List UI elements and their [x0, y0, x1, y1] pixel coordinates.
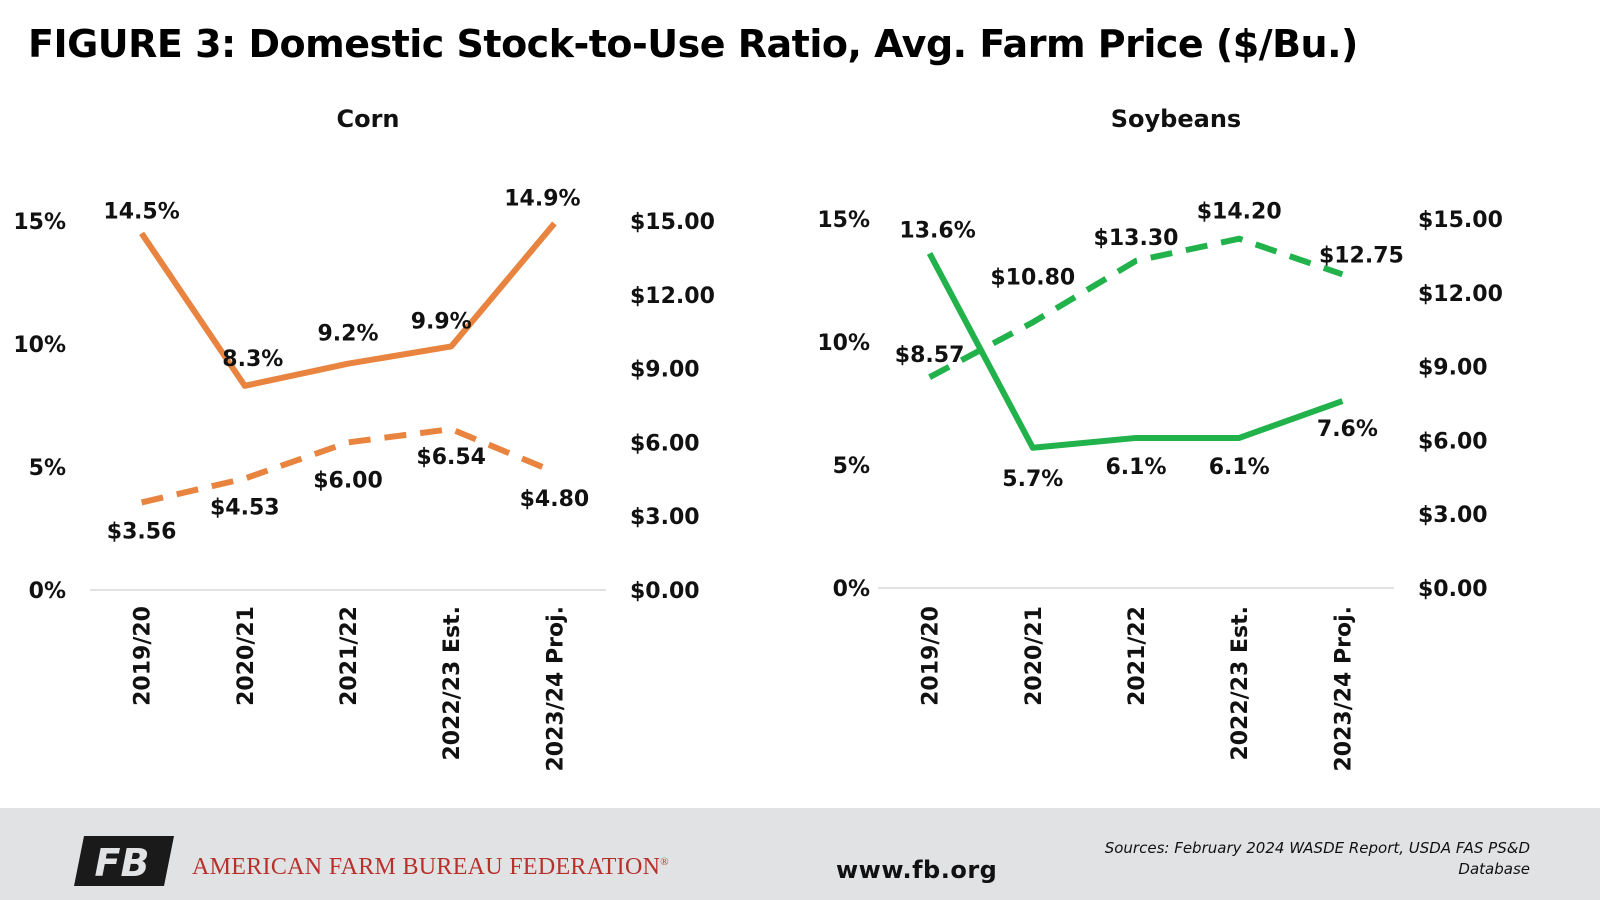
corn-category-label: 2020/21 — [234, 606, 259, 706]
corn-left-tick-label: 5% — [29, 456, 66, 481]
soybeans-left-tick-label: 15% — [817, 208, 870, 233]
corn-right-tick-label: $6.00 — [630, 431, 700, 456]
soybeans-left-tick-label: 5% — [833, 454, 870, 479]
corn-category-label: 2019/20 — [131, 606, 156, 706]
website-link[interactable]: www.fb.org — [836, 856, 998, 884]
soybeans-right-tick-label: $3.00 — [1418, 503, 1488, 528]
corn-price-data-label: $4.80 — [520, 487, 590, 512]
corn-price-data-label: $6.00 — [313, 468, 383, 493]
corn-left-tick-label: 0% — [29, 579, 66, 604]
organization-name: AMERICAN FARM BUREAU FEDERATION® — [192, 854, 669, 881]
soybeans-right-tick-label: $6.00 — [1418, 429, 1488, 454]
soybeans-stock-to-use-data-label: 7.6% — [1317, 417, 1378, 442]
soybeans-right-tick-label: $0.00 — [1418, 577, 1488, 602]
soybeans-price-line — [928, 235, 1344, 380]
soybeans-category-label: 2021/22 — [1125, 606, 1150, 706]
soybeans-category-label: 2020/21 — [1022, 606, 1047, 706]
organization-name-text: AMERICAN FARM BUREAU FEDERATION — [192, 854, 661, 880]
soybeans-chart-title: Soybeans — [1111, 105, 1241, 133]
soybeans-stock-to-use-data-label: 6.1% — [1105, 455, 1166, 480]
soybeans-price-data-label: $10.80 — [990, 265, 1075, 290]
soybeans-stock-to-use-data-label: 6.1% — [1209, 455, 1270, 480]
soybeans-stock-to-use-data-label: 5.7% — [1002, 467, 1063, 492]
corn-right-tick-label: $9.00 — [630, 358, 700, 383]
soybeans-category-label: 2023/24 Proj. — [1331, 606, 1356, 772]
corn-price-data-label: $3.56 — [107, 519, 177, 544]
corn-right-tick-label: $0.00 — [630, 579, 700, 604]
soybeans-left-tick-label: 10% — [817, 331, 870, 356]
soybeans-price-data-label: $14.20 — [1197, 200, 1282, 225]
soybeans-price-data-label: $13.30 — [1094, 226, 1179, 251]
page-title: FIGURE 3: Domestic Stock-to-Use Ratio, A… — [28, 22, 1358, 66]
soybeans-price-data-label: $12.75 — [1319, 243, 1404, 268]
corn-stock-to-use-data-label: 14.5% — [103, 199, 179, 224]
corn-stock-to-use-data-label: 8.3% — [222, 347, 283, 372]
corn-stock-to-use-data-label: 9.2% — [317, 322, 378, 347]
soybeans-right-tick-label: $15.00 — [1418, 208, 1503, 233]
corn-category-label: 2022/23 Est. — [440, 606, 465, 761]
corn-left-tick-label: 10% — [13, 333, 66, 358]
charts-canvas: Corn 0% 5% 10% 15% $0.00 $3.00 $6.00 $9.00 $12.00… — [13, 105, 1503, 772]
soybeans-category-label: 2022/23 Est. — [1228, 606, 1253, 761]
corn-right-tick-label: $3.00 — [630, 505, 700, 530]
corn-left-tick-label: 15% — [13, 210, 66, 235]
footer: FB AMERICAN FARM BUREAU FEDERATION® www.… — [0, 808, 1600, 900]
corn-category-label: 2021/22 — [337, 606, 362, 706]
corn-stock-to-use-data-label: 9.9% — [411, 309, 472, 334]
corn-chart-title: Corn — [336, 105, 399, 133]
soybeans-left-tick-label: 0% — [833, 577, 870, 602]
sources-note: Sources: February 2024 WASDE Report, USD… — [1104, 839, 1530, 878]
corn-right-tick-label: $12.00 — [630, 284, 715, 309]
corn-stock-to-use-data-label: 14.9% — [504, 186, 580, 211]
soybeans-right-tick-label: $12.00 — [1418, 282, 1503, 307]
corn-price-data-label: $4.53 — [210, 496, 280, 521]
soybeans-stock-to-use-line — [926, 252, 1344, 451]
corn-price-data-label: $6.54 — [416, 445, 486, 470]
soybeans-category-label: 2019/20 — [919, 606, 944, 706]
soybeans-stock-to-use-data-label: 13.6% — [899, 218, 975, 243]
corn-stock-to-use-line — [139, 221, 557, 389]
corn-right-tick-label: $15.00 — [630, 210, 715, 235]
soybeans-price-data-label: $8.57 — [895, 343, 965, 368]
fb-logo: FB — [74, 836, 174, 886]
registered-mark: ® — [660, 856, 669, 868]
soybeans-right-tick-label: $9.00 — [1418, 356, 1488, 381]
corn-category-label: 2023/24 Proj. — [543, 606, 568, 772]
fb-logo-text: FB — [95, 841, 150, 885]
